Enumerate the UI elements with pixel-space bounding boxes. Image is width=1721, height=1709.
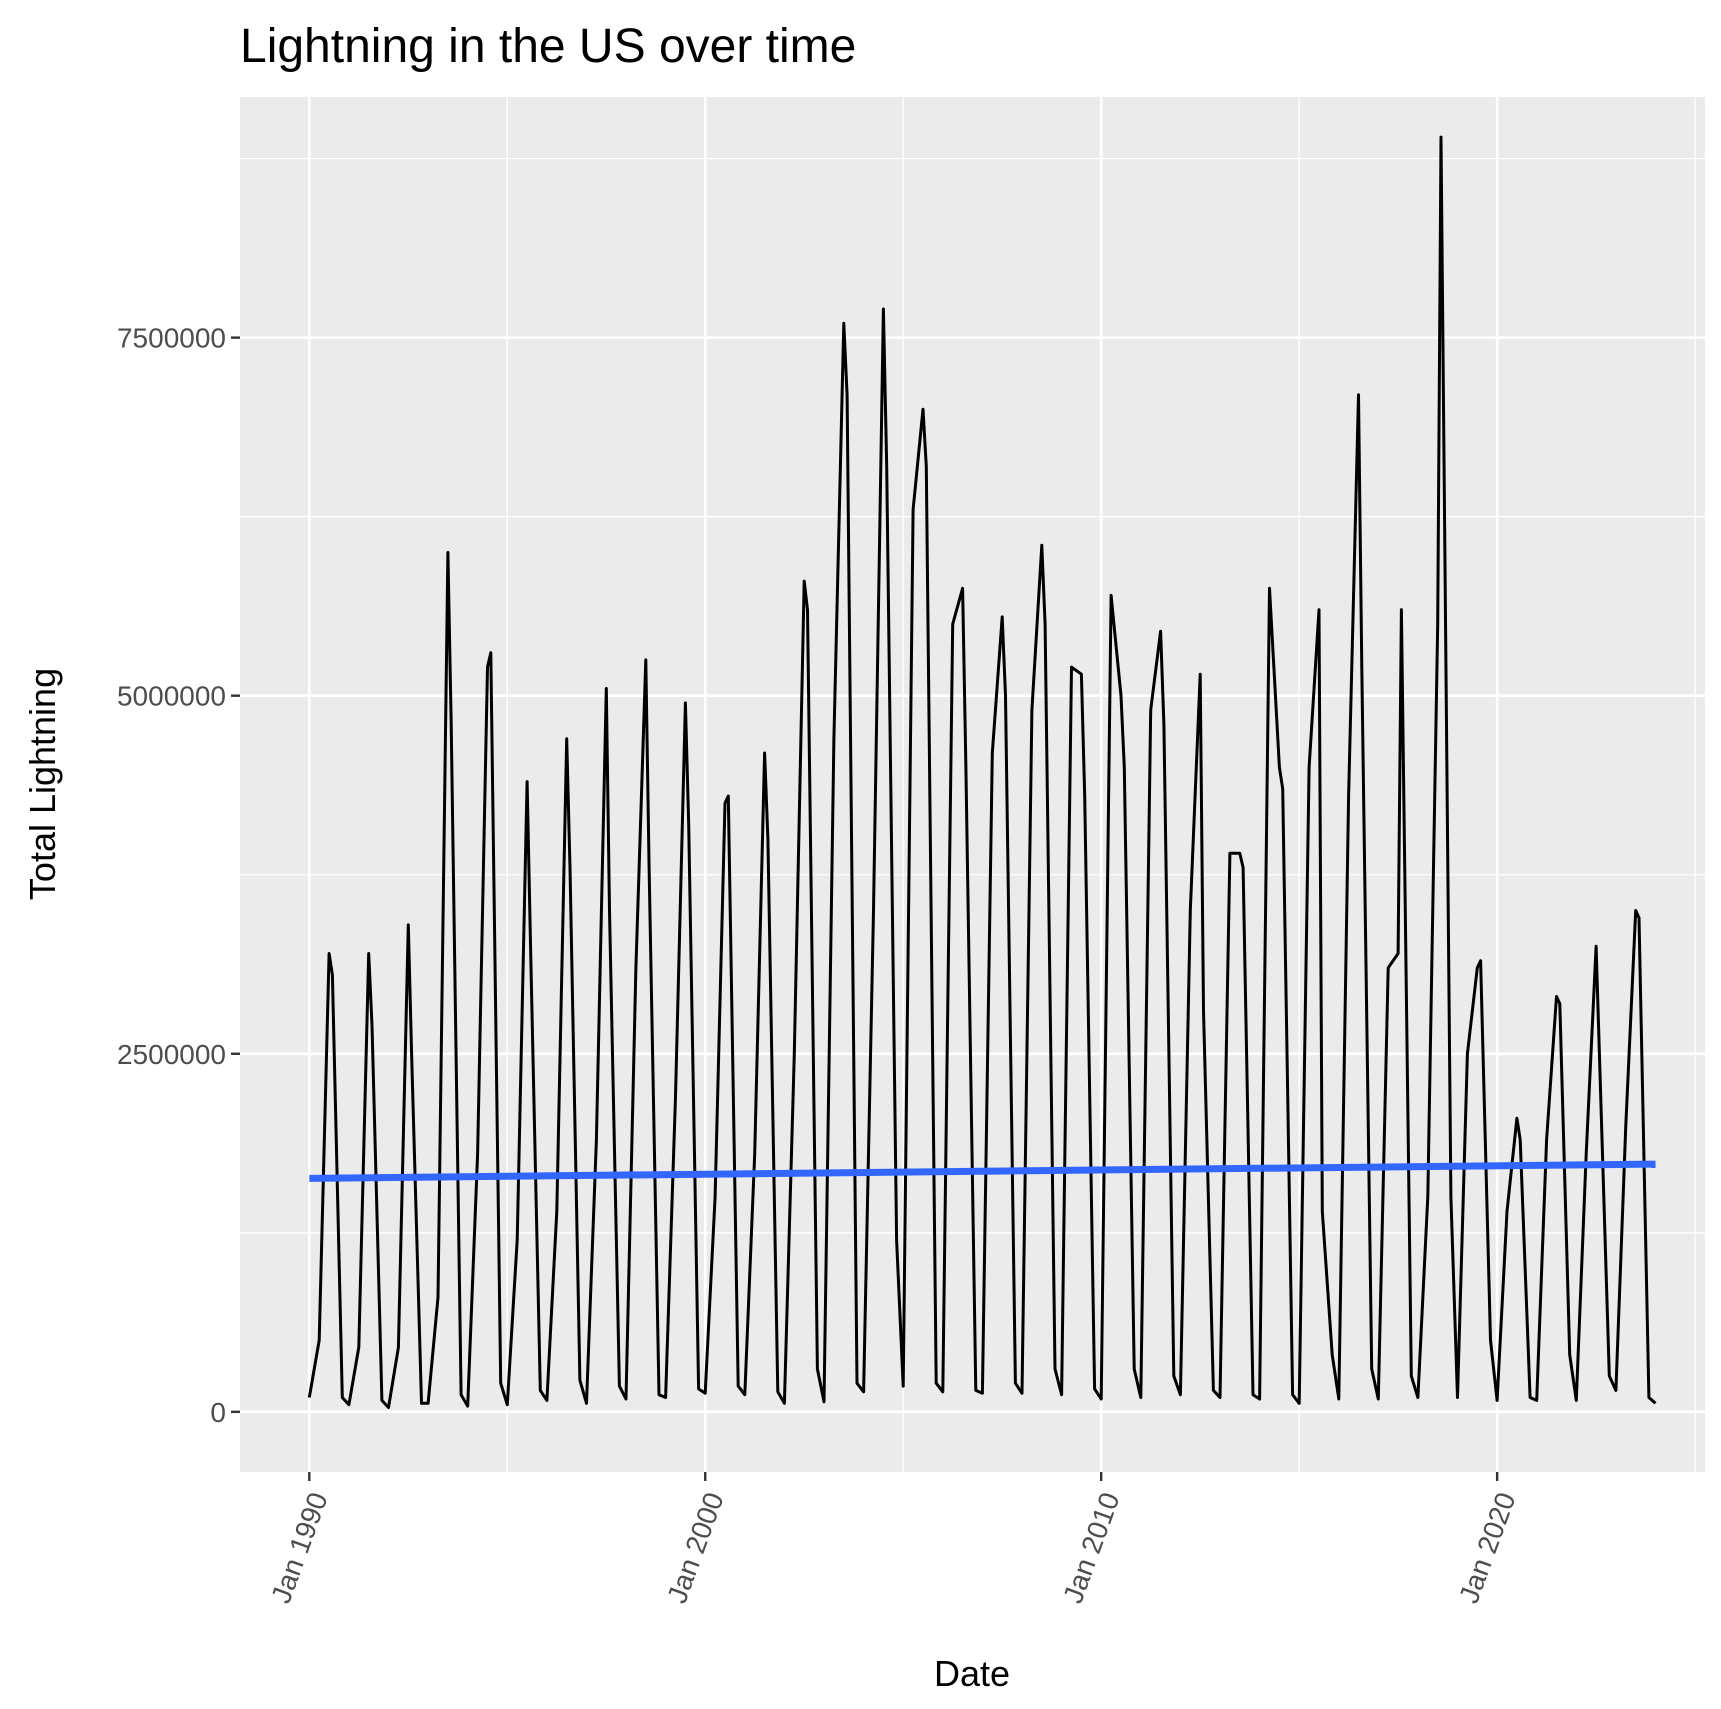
- axis-ticks: [231, 336, 1499, 1481]
- major-gridlines: [240, 97, 1705, 1472]
- y-tick-label: 5000000: [117, 681, 226, 712]
- y-axis-label: Total Lightning: [22, 668, 63, 900]
- y-tick-label: 7500000: [117, 323, 226, 354]
- x-axis-label: Date: [934, 1653, 1010, 1694]
- y-tick-label: 2500000: [117, 1039, 226, 1070]
- lightning-series-line: [307, 135, 1657, 1409]
- y-axis-tick-labels: 0 2500000 5000000 7500000: [117, 323, 226, 1428]
- trend-line: [309, 1160, 1656, 1182]
- series-layer: [307, 135, 1657, 1409]
- minor-gridlines: [240, 97, 1705, 1472]
- y-tick-label: 0: [210, 1397, 226, 1428]
- chart-title: Lightning in the US over time: [240, 20, 856, 73]
